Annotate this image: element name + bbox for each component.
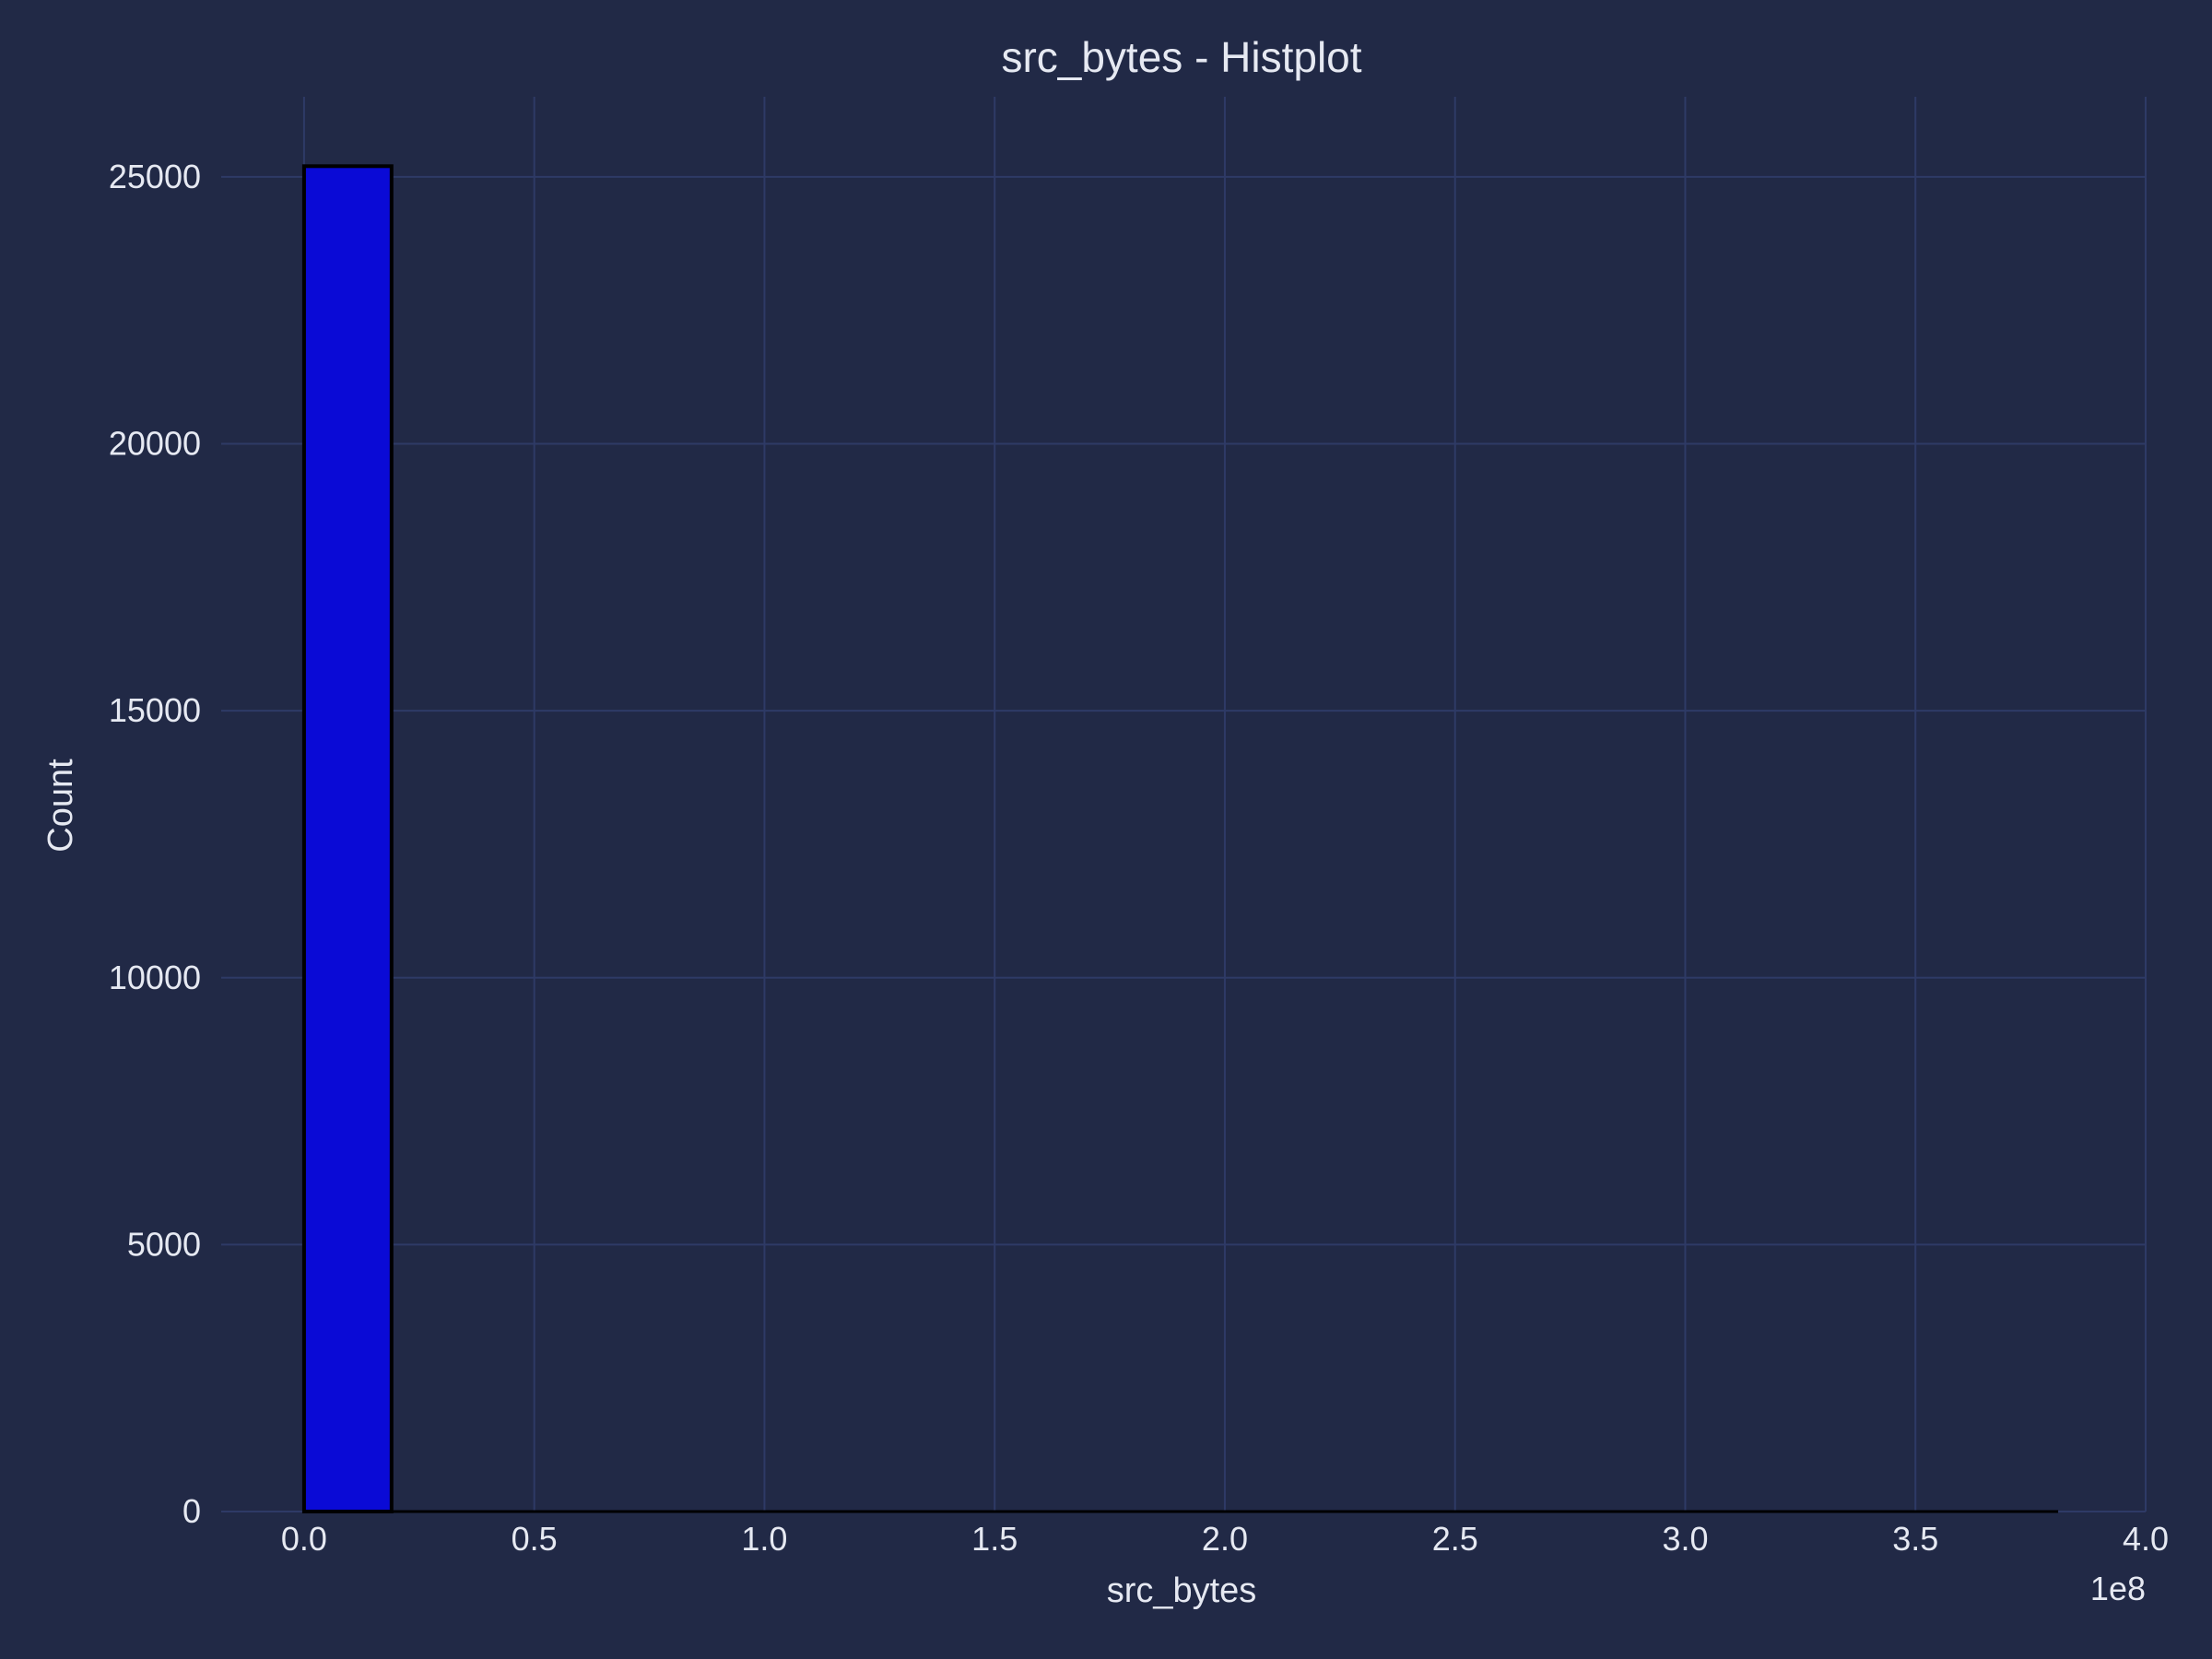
y-axis-label: Count	[41, 759, 80, 853]
x-tick-label-4: 2.0	[1202, 1520, 1248, 1558]
y-tick-label-1: 5000	[127, 1225, 201, 1263]
y-tick-label-5: 25000	[109, 158, 201, 195]
y-tick-labels: 0 5000 10000 15000 20000 25000	[109, 158, 201, 1530]
x-tick-label-8: 4.0	[2123, 1520, 2169, 1558]
x-tick-label-3: 1.5	[971, 1520, 1018, 1558]
histogram-bar-0	[301, 164, 394, 1513]
y-tick-label-4: 20000	[109, 425, 201, 463]
x-axis-label: src_bytes	[1107, 1571, 1257, 1610]
x-offset-label: 1e8	[2090, 1570, 2146, 1607]
x-tick-label-0: 0.0	[281, 1520, 327, 1558]
y-tick-label-0: 0	[182, 1492, 201, 1530]
x-tick-label-7: 3.5	[1892, 1520, 1938, 1558]
x-tick-labels: 0.0 0.5 1.0 1.5 2.0 2.5 3.0 3.5 4.0	[281, 1520, 2169, 1558]
bars	[301, 164, 394, 1513]
x-tick-label-5: 2.5	[1432, 1520, 1478, 1558]
y-tick-label-3: 15000	[109, 691, 201, 729]
x-tick-label-6: 3.0	[1662, 1520, 1708, 1558]
x-tick-label-2: 1.0	[741, 1520, 787, 1558]
x-tick-label-1: 0.5	[512, 1520, 558, 1558]
chart-title: src_bytes - Histplot	[1001, 33, 1361, 81]
y-tick-label-2: 10000	[109, 959, 201, 996]
